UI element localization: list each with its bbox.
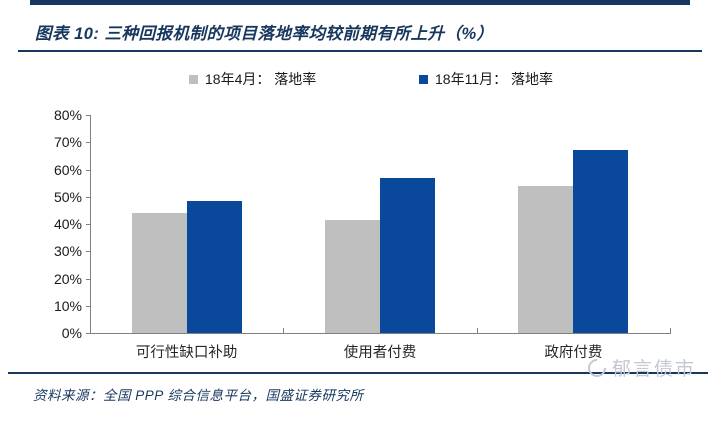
bar-april <box>131 213 187 333</box>
x-tick <box>476 328 478 333</box>
bar-april <box>325 219 380 333</box>
y-axis-label: 20% <box>53 270 82 287</box>
y-tick <box>86 251 90 253</box>
y-axis-label: 30% <box>53 243 82 260</box>
y-axis-label: 40% <box>53 216 82 232</box>
top-divider <box>30 0 690 5</box>
y-axis <box>90 115 91 334</box>
legend-swatch-november <box>419 74 428 84</box>
y-axis-label: 10% <box>53 297 82 314</box>
y-tick <box>86 142 90 144</box>
y-axis-label: 70% <box>53 134 82 151</box>
y-tick <box>86 305 90 307</box>
bar-november <box>380 177 435 333</box>
y-axis-label: 80% <box>53 107 82 123</box>
bar-april <box>518 185 574 333</box>
bar-november <box>573 150 629 333</box>
bar-november <box>186 200 242 333</box>
y-tick <box>86 333 90 334</box>
legend-item-april: 18年4月： 落地率 <box>189 69 316 89</box>
bottom-divider <box>8 372 708 374</box>
x-axis <box>90 333 671 334</box>
x-axis-label: 使用者付费 <box>343 345 417 361</box>
y-tick <box>86 169 90 171</box>
x-tick <box>670 328 671 333</box>
source-note: 资料来源：全国 PPP 综合信息平台，国盛证券研究所 <box>33 388 364 403</box>
x-tick <box>283 328 285 333</box>
legend-swatch-april <box>189 74 198 84</box>
watermark-logo-icon <box>584 354 610 381</box>
y-tick <box>86 115 90 116</box>
x-axis-label: 可行性缺口补助 <box>135 345 238 361</box>
legend-label-april: 18年4月： 落地率 <box>205 71 317 87</box>
watermark: 郁言债市 <box>584 354 697 381</box>
legend-item-november: 18年11月： 落地率 <box>419 69 553 89</box>
legend-label-november: 18年11月： 落地率 <box>435 71 553 87</box>
y-tick <box>86 196 90 198</box>
y-tick <box>86 224 90 225</box>
y-axis-label: 0% <box>61 325 82 341</box>
figure-title: 图表 10: 三种回报机制的项目落地率均较前期有所上升（%） <box>35 25 494 43</box>
y-tick <box>86 278 90 280</box>
y-axis-label: 50% <box>53 188 82 205</box>
y-axis-label: 60% <box>53 161 82 178</box>
x-axis-label: 政府付费 <box>544 345 603 361</box>
watermark-text: 郁言债市 <box>612 359 697 380</box>
title-underline <box>18 50 702 52</box>
